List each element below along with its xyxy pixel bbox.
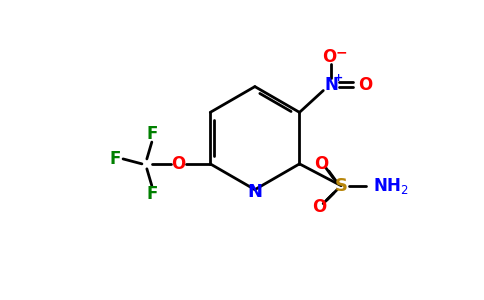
Text: N: N bbox=[247, 183, 262, 201]
Text: F: F bbox=[146, 184, 157, 202]
Text: S: S bbox=[334, 177, 348, 195]
Text: O: O bbox=[358, 76, 372, 94]
Text: −: − bbox=[335, 45, 347, 59]
Text: F: F bbox=[109, 150, 121, 168]
Text: O: O bbox=[171, 155, 186, 173]
Text: O: O bbox=[312, 199, 326, 217]
Text: O: O bbox=[322, 48, 336, 66]
Text: N: N bbox=[324, 76, 338, 94]
Text: O: O bbox=[314, 155, 329, 173]
Text: NH$_2$: NH$_2$ bbox=[373, 176, 408, 196]
Text: F: F bbox=[146, 125, 157, 143]
Text: +: + bbox=[333, 73, 343, 83]
